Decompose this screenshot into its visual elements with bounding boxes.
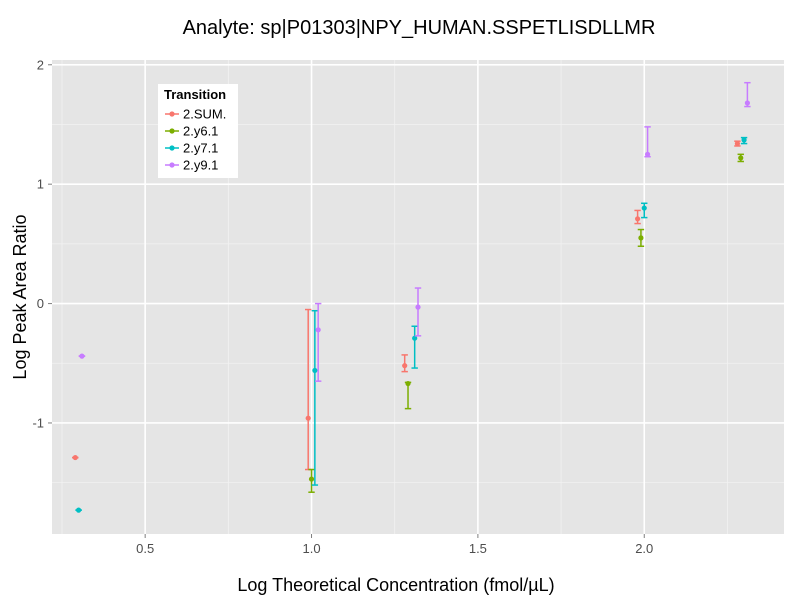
x-axis-label: Log Theoretical Concentration (fmol/µL) xyxy=(237,575,554,595)
legend-label: 2.y7.1 xyxy=(183,141,218,156)
data-point xyxy=(641,205,647,211)
data-point xyxy=(744,100,751,106)
data-point xyxy=(312,367,318,374)
data-point xyxy=(79,353,85,359)
legend: Transition 2.SUM. 2.y6.1 2.y7.1 2.y9.1 xyxy=(158,84,238,178)
data-point xyxy=(72,454,78,461)
data-point xyxy=(415,304,421,310)
data-point xyxy=(412,335,418,341)
x-tick-label: 1.0 xyxy=(302,541,320,556)
y-tick-label: 2 xyxy=(37,57,44,72)
data-marks xyxy=(72,81,751,513)
legend-key-point xyxy=(169,162,175,168)
data-point xyxy=(741,137,747,143)
data-point xyxy=(315,327,321,333)
legend-label: 2.y9.1 xyxy=(183,158,218,173)
y-axis-label: Log Peak Area Ratio xyxy=(10,214,30,379)
legend-items: 2.SUM. 2.y6.1 2.y7.1 2.y9.1 xyxy=(165,107,226,173)
x-tick-label: 1.5 xyxy=(469,541,487,556)
y-tick-label: 1 xyxy=(37,177,44,192)
legend-label: 2.y6.1 xyxy=(183,124,218,139)
grid-major xyxy=(52,60,784,534)
y-axis: -1 0 1 2 xyxy=(32,57,52,430)
chart-title: Analyte: sp|P01303|NPY_HUMAN.SSPETLISDLL… xyxy=(183,17,656,39)
data-point xyxy=(76,507,82,513)
data-point xyxy=(738,155,744,161)
legend-key-point xyxy=(169,128,175,134)
data-point xyxy=(305,415,311,421)
data-point xyxy=(734,140,741,147)
data-point xyxy=(402,363,408,369)
data-point xyxy=(308,476,315,482)
y-tick-label: -1 xyxy=(32,415,44,430)
legend-label: 2.SUM. xyxy=(183,107,226,122)
legend-key-point xyxy=(169,111,175,117)
data-point xyxy=(638,235,644,241)
x-tick-label: 2.0 xyxy=(635,541,653,556)
y-tick-label: 0 xyxy=(37,296,44,311)
legend-key-point xyxy=(169,145,175,151)
data-point xyxy=(405,380,411,387)
x-tick-label: 0.5 xyxy=(136,541,154,556)
grid-minor xyxy=(52,60,784,534)
data-point xyxy=(644,151,651,157)
x-axis: 0.5 1.0 1.5 2.0 xyxy=(136,534,653,556)
data-point xyxy=(635,216,641,222)
legend-title: Transition xyxy=(164,87,226,102)
